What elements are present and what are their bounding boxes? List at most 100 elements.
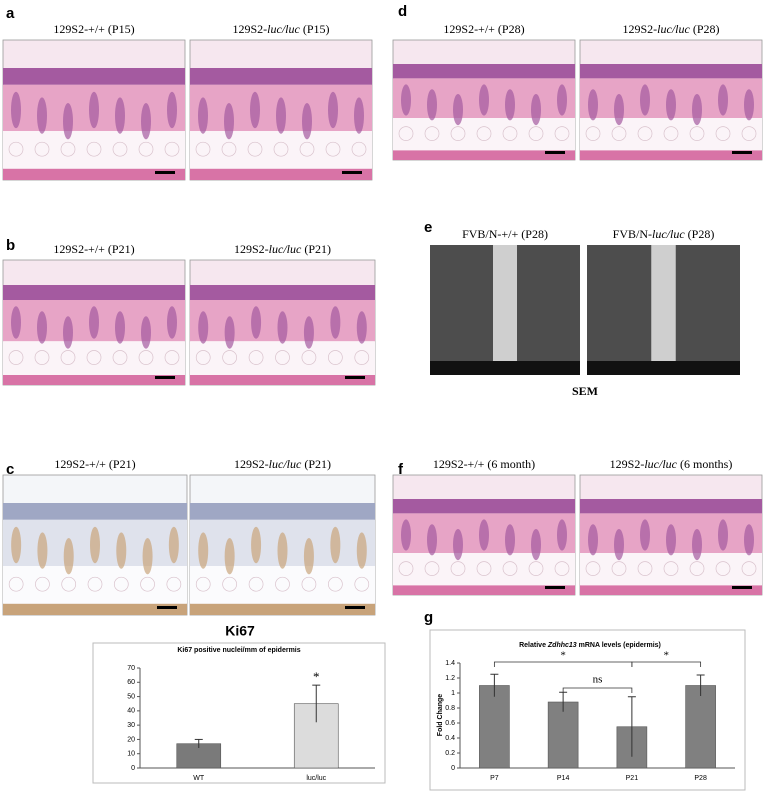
muscle — [3, 603, 187, 615]
follicle — [198, 532, 209, 569]
label: FVB/N-+/+ (P28) — [462, 227, 548, 241]
significance: * — [664, 650, 670, 662]
panel-letter: e — [424, 219, 432, 236]
fat-cell — [222, 350, 237, 365]
follicle — [115, 97, 125, 134]
scale-bar — [545, 586, 565, 589]
fat-cell — [86, 350, 102, 365]
follicle — [90, 526, 100, 564]
follicle — [142, 538, 153, 575]
muscle — [190, 375, 375, 385]
label: 129S2-+/+ (P28) — [443, 22, 524, 36]
label: 129S2-+/+ (P15) — [53, 22, 134, 36]
follicle — [427, 89, 437, 121]
fat-cell — [328, 576, 343, 592]
label-part: luc/luc — [644, 457, 677, 471]
label: Ki67 positive nuclei/mm of epidermis — [177, 647, 300, 654]
label: FVB/N-luc/luc (P28) — [613, 227, 715, 241]
fat-cell — [663, 561, 679, 576]
fat-cell — [611, 561, 627, 576]
fat-cell — [424, 126, 440, 141]
label-part: 129S2- — [610, 457, 645, 471]
fat-cell — [301, 576, 317, 592]
label-part: 129S2-+/+ (P21) — [54, 457, 135, 471]
follicle — [37, 97, 47, 134]
muscle — [580, 150, 762, 160]
label-part: (P15) — [300, 22, 330, 36]
epidermis — [3, 285, 185, 300]
y-tick-label: 60 — [127, 679, 135, 686]
follicle — [505, 524, 515, 556]
follicle — [505, 89, 515, 121]
follicle — [356, 532, 367, 569]
fat-cell — [35, 576, 50, 592]
follicle — [303, 316, 314, 349]
fat — [393, 118, 575, 151]
follicle — [11, 526, 22, 564]
fat-cell — [502, 126, 518, 141]
hair-shaft — [651, 245, 676, 361]
label: 129S2-luc/luc (P28) — [623, 22, 720, 36]
error-bar — [194, 738, 203, 748]
follicle — [141, 316, 151, 349]
bar — [479, 685, 510, 769]
fat-cell — [34, 350, 50, 365]
fat-cell — [275, 576, 290, 592]
follicle — [224, 538, 235, 575]
fat-cell — [86, 141, 102, 157]
fat — [3, 131, 185, 169]
muscle — [3, 375, 185, 385]
y-tick-label: 0 — [131, 765, 135, 772]
follicle — [167, 91, 177, 129]
label-part: 129S2-+/+ (P15) — [53, 22, 134, 36]
panel-letter: f — [398, 461, 404, 478]
fat-cell — [502, 561, 518, 576]
follicle — [692, 94, 702, 126]
follicle — [588, 524, 598, 556]
follicle — [330, 306, 341, 339]
follicle — [115, 311, 125, 344]
fat-cell — [528, 561, 544, 576]
x-tick-label: luc/luc — [306, 775, 326, 782]
scale-bar — [732, 586, 752, 589]
micrograph — [579, 474, 763, 596]
fat-cell — [689, 561, 705, 576]
fat-cell — [222, 576, 237, 592]
follicle — [251, 526, 262, 564]
fat-cell — [741, 561, 757, 576]
panel-letter: a — [6, 5, 15, 22]
follicle — [276, 97, 286, 134]
fat-cell — [554, 126, 570, 141]
fat-cell — [424, 561, 440, 576]
label-part: Relative — [519, 642, 548, 649]
label-part: 129S2- — [234, 242, 269, 256]
micrograph — [2, 39, 186, 181]
y-tick-label: 1.4 — [445, 660, 455, 667]
fat-cell — [273, 141, 289, 157]
label: 129S2-+/+ (P21) — [53, 242, 134, 256]
follicle — [198, 311, 209, 344]
label-part: luc/luc — [269, 242, 302, 256]
label-part: mRNA levels (epidermis) — [577, 642, 661, 649]
fat-cell — [164, 141, 180, 157]
label-part: (P21) — [301, 242, 331, 256]
fat — [3, 566, 187, 604]
error-bar — [312, 684, 321, 723]
y-axis-label: Fold Change — [437, 694, 444, 736]
follicle — [328, 91, 338, 129]
label-part: (P21) — [301, 457, 331, 471]
follicle — [116, 532, 127, 569]
fat-cell — [476, 561, 492, 576]
muscle — [190, 603, 375, 615]
follicle — [37, 311, 47, 344]
muscle — [190, 168, 372, 180]
follicle — [356, 311, 367, 344]
muscle — [393, 585, 575, 595]
label-part: Zdhhc13 — [547, 642, 577, 649]
epidermis — [190, 285, 375, 300]
y-tick-label: 0 — [451, 765, 455, 772]
follicle — [37, 532, 48, 569]
fat-cell — [637, 126, 653, 141]
y-tick-label: 0.2 — [445, 750, 455, 757]
follicle — [89, 306, 99, 339]
